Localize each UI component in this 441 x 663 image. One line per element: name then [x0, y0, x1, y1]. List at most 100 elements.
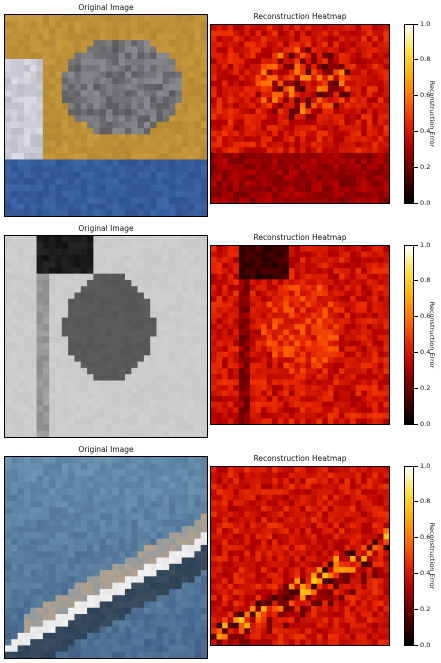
pixel-cell — [283, 158, 290, 165]
pixel-cell — [377, 268, 385, 275]
pixel-cell — [383, 197, 389, 203]
pixel-cell — [181, 532, 189, 540]
pixel-cell — [261, 164, 268, 171]
pixel-cell — [188, 500, 195, 508]
pixel-cell — [49, 248, 57, 256]
pixel-cell — [338, 58, 346, 65]
pixel-cell — [68, 430, 76, 437]
pixel-cell — [137, 159, 145, 167]
pixel-cell — [118, 273, 126, 281]
pixel-cell — [222, 169, 229, 176]
pixel-cell — [55, 380, 63, 388]
pixel-cell — [283, 296, 290, 303]
pixel-cell — [156, 418, 164, 426]
pixel-cell — [311, 351, 318, 358]
pixel-cell — [55, 46, 63, 54]
pixel-cell — [255, 164, 262, 171]
pixel-cell — [222, 108, 229, 115]
pixel-cell — [131, 40, 139, 48]
pixel-cell — [162, 146, 170, 154]
pixel-cell — [283, 63, 290, 71]
pixel-cell — [143, 588, 151, 596]
pixel-cell — [194, 311, 202, 319]
pixel-cell — [36, 27, 44, 35]
pixel-cell — [169, 279, 177, 287]
pixel-cell — [266, 197, 273, 203]
pixel-cell — [137, 570, 145, 577]
pixel-cell — [294, 86, 301, 93]
pixel-cell — [74, 342, 82, 350]
pixel-cell — [124, 273, 132, 281]
pixel-cell — [200, 595, 207, 603]
pixel-cell — [233, 246, 240, 253]
pixel-cell — [283, 152, 290, 160]
pixel-cell — [266, 41, 273, 48]
pixel-cell — [169, 418, 177, 426]
pixel-cell — [5, 399, 12, 407]
pixel-cell — [175, 349, 183, 356]
pixel-cell — [277, 114, 284, 121]
pixel-cell — [5, 475, 12, 483]
pixel-cell — [272, 52, 279, 59]
pixel-cell — [181, 317, 189, 325]
pixel-cell — [99, 248, 107, 256]
pixel-cell — [49, 140, 57, 148]
pixel-cell — [118, 102, 126, 110]
pixel-cell — [49, 430, 57, 437]
pixel-cell — [355, 390, 362, 397]
pixel-cell — [99, 588, 107, 596]
pixel-cell — [211, 58, 218, 65]
pixel-cell — [93, 96, 101, 104]
pixel-cell — [316, 197, 323, 203]
pixel-cell — [372, 296, 379, 303]
pixel-cell — [272, 407, 279, 414]
pixel-cell — [277, 373, 284, 381]
pixel-cell — [61, 570, 69, 577]
pixel-cell — [112, 526, 120, 533]
pixel-cell — [344, 125, 351, 132]
pixel-cell — [87, 71, 94, 79]
pixel-cell — [327, 36, 334, 43]
pixel-cell — [93, 27, 101, 35]
pixel-cell — [383, 379, 389, 386]
pixel-cell — [344, 290, 351, 297]
pixel-cell — [99, 532, 107, 540]
pixel-cell — [124, 165, 132, 173]
pixel-cell — [61, 513, 69, 521]
pixel-cell — [175, 361, 183, 369]
pixel-cell — [366, 373, 373, 381]
pixel-cell — [288, 279, 296, 286]
pixel-cell — [61, 457, 69, 464]
pixel-cell — [30, 15, 38, 22]
pixel-cell — [288, 147, 296, 154]
pixel-cell — [68, 457, 76, 464]
pixel-cell — [372, 279, 379, 286]
pixel-cell — [68, 27, 76, 35]
pixel-cell — [255, 407, 262, 414]
pixel-cell — [266, 169, 273, 176]
colorbar-tick — [414, 245, 418, 246]
pixel-cell — [99, 153, 107, 161]
pixel-cell — [244, 268, 251, 275]
pixel-cell — [211, 180, 218, 187]
pixel-cell — [383, 125, 389, 132]
pixel-cell — [311, 164, 318, 171]
pixel-cell — [106, 595, 113, 603]
pixel-cell — [355, 141, 362, 148]
pixel-cell — [350, 273, 357, 280]
pixel-cell — [36, 153, 44, 161]
pixel-cell — [118, 279, 126, 287]
pixel-cell — [266, 75, 273, 82]
pixel-cell — [288, 296, 296, 303]
pixel-cell — [124, 197, 132, 205]
pixel-cell — [194, 248, 202, 256]
pixel-cell — [80, 77, 88, 85]
pixel-cell — [238, 373, 245, 381]
pixel-cell — [5, 71, 12, 79]
pixel-cell — [42, 532, 50, 540]
pixel-cell — [216, 312, 223, 319]
pixel-cell — [99, 607, 107, 615]
pixel-cell — [5, 544, 12, 552]
pixel-cell — [11, 77, 19, 85]
pixel-cell — [222, 307, 229, 314]
